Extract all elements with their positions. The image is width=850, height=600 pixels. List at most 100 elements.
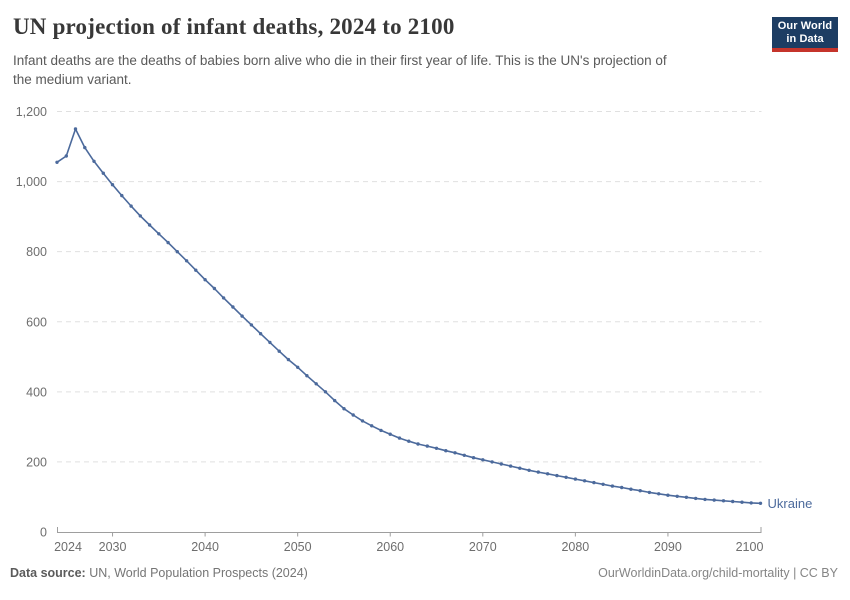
chart-footer: Data source: UN, World Population Prospe… — [10, 566, 838, 580]
data-point-2038 — [184, 259, 189, 263]
data-point-2086 — [629, 487, 633, 491]
data-point-2034 — [147, 223, 152, 227]
data-point-2091 — [675, 494, 679, 498]
data-point-2099 — [749, 501, 753, 505]
credit-link[interactable]: OurWorldinData.org/child-mortality | CC … — [598, 566, 838, 580]
data-point-2055 — [342, 407, 346, 411]
x-tick-label-2050: 2050 — [284, 540, 312, 554]
data-point-2025 — [64, 154, 69, 158]
data-point-2074 — [518, 466, 522, 470]
data-point-2047 — [268, 340, 272, 345]
data-point-2072 — [499, 462, 503, 466]
data-point-2042 — [221, 296, 226, 300]
data-point-2045 — [249, 323, 254, 327]
data-point-2098 — [740, 500, 744, 504]
data-point-2093 — [694, 496, 698, 501]
data-point-2030 — [110, 183, 115, 187]
y-axis-labels: 0 200 400 600 800 1,000 1,200 — [16, 105, 47, 540]
data-point-2039 — [194, 268, 198, 272]
data-point-2085 — [620, 485, 624, 490]
data-point-markers — [55, 127, 763, 505]
x-axis-labels: 2024 2030 2040 2050 2060 2070 2080 2090 2100 — [54, 540, 763, 554]
data-point-2089 — [657, 492, 661, 496]
y-tick-label-600: 600 — [26, 315, 47, 329]
y-tick-label-1200: 1,200 — [16, 105, 47, 119]
data-point-2065 — [434, 446, 439, 450]
data-point-2067 — [453, 451, 457, 455]
data-point-2064 — [425, 444, 429, 448]
data-point-2068 — [462, 453, 466, 457]
data-point-2087 — [638, 489, 642, 493]
data-point-2095 — [712, 498, 716, 502]
owid-logo-red-bar — [772, 48, 838, 52]
data-point-2084 — [610, 484, 615, 488]
data-point-2026 — [73, 127, 78, 131]
series-ukraine[interactable]: Ukraine — [55, 127, 813, 511]
data-point-2083 — [601, 482, 605, 486]
data-source: Data source: UN, World Population Prospe… — [10, 566, 308, 580]
data-point-2070 — [481, 458, 485, 462]
x-tick-label-2030: 2030 — [99, 540, 127, 554]
data-point-2073 — [508, 464, 513, 468]
data-point-2035 — [157, 232, 161, 236]
data-point-2028 — [92, 159, 96, 163]
data-point-2037 — [175, 250, 179, 254]
y-tick-label-800: 800 — [26, 245, 47, 259]
data-point-2049 — [286, 357, 291, 362]
data-point-2032 — [129, 204, 133, 208]
data-point-2088 — [647, 490, 652, 495]
data-point-2046 — [258, 332, 263, 336]
data-point-2044 — [240, 314, 244, 318]
subtitle-line-1: Infant deaths are the deaths of babies b… — [13, 53, 667, 68]
data-point-2071 — [490, 460, 494, 464]
data-point-2056 — [351, 413, 355, 417]
series-label-ukraine[interactable]: Ukraine — [768, 496, 813, 511]
data-point-2062 — [407, 439, 411, 443]
data-point-2080 — [573, 477, 578, 481]
y-tick-label-0: 0 — [40, 526, 47, 540]
data-point-2041 — [212, 286, 217, 291]
data-point-2036 — [166, 240, 170, 245]
x-tick-label-2024: 2024 — [54, 540, 82, 554]
x-tick-label-2100: 2100 — [736, 540, 764, 554]
owid-logo-line-1: Our World — [777, 20, 833, 32]
data-point-2082 — [592, 480, 596, 485]
data-point-2024 — [55, 160, 59, 164]
data-point-2092 — [684, 495, 689, 499]
x-axis — [57, 527, 762, 537]
chart-subtitle: Infant deaths are the deaths of babies b… — [13, 52, 667, 89]
data-point-2029 — [101, 171, 106, 175]
owid-logo[interactable]: Our World in Data — [772, 17, 838, 52]
data-point-2033 — [138, 214, 142, 218]
data-point-2048 — [277, 349, 281, 353]
data-source-label: Data source: — [10, 566, 86, 580]
x-tick-label-2090: 2090 — [654, 540, 682, 554]
data-point-2097 — [731, 499, 735, 504]
data-point-2063 — [416, 442, 420, 446]
x-tick-label-2070: 2070 — [469, 540, 497, 554]
owid-logo-line-2: in Data — [786, 32, 824, 45]
data-point-2077 — [545, 472, 550, 476]
data-point-2050 — [296, 365, 300, 369]
y-tick-label-1000: 1,000 — [16, 175, 47, 189]
data-point-2069 — [471, 456, 476, 460]
data-point-2051 — [305, 374, 309, 378]
y-gridlines — [57, 111, 762, 463]
data-point-2100 — [758, 501, 763, 505]
data-point-2043 — [231, 305, 235, 309]
owid-logo-box: Our World in Data — [772, 17, 838, 48]
y-tick-label-200: 200 — [26, 455, 47, 469]
data-point-2081 — [582, 479, 587, 483]
data-point-2053 — [323, 390, 328, 394]
data-point-2075 — [527, 468, 531, 472]
subtitle-line-2: the medium variant. — [13, 71, 132, 87]
data-point-2060 — [388, 432, 392, 436]
ukraine-line-series[interactable] — [56, 128, 762, 505]
data-point-2031 — [120, 193, 124, 198]
data-point-2059 — [379, 428, 383, 433]
data-point-2052 — [314, 382, 318, 386]
x-tick-label-2060: 2060 — [376, 540, 404, 554]
data-point-2040 — [203, 278, 207, 282]
data-point-2079 — [564, 475, 568, 479]
